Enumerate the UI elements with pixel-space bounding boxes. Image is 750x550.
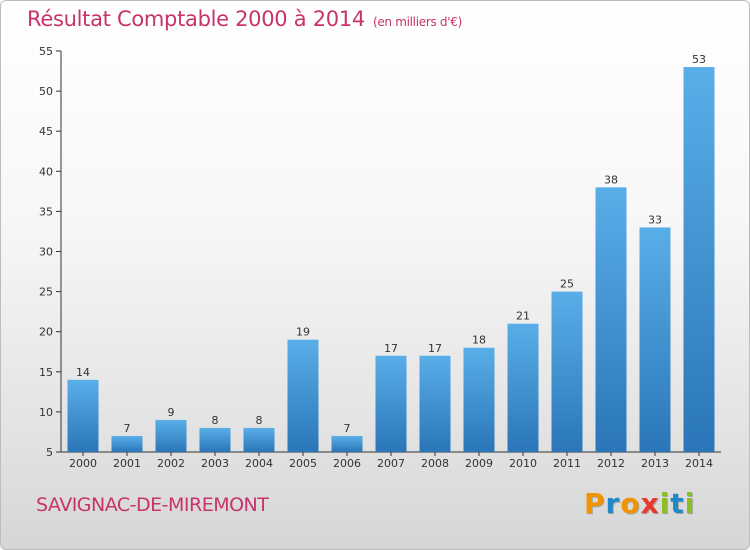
- bar-2011: [551, 291, 583, 452]
- logo-letter: i: [659, 487, 671, 520]
- bar-2005: [287, 339, 319, 452]
- x-tick-label-2008: 2008: [421, 457, 449, 470]
- x-tick-label-2013: 2013: [641, 457, 669, 470]
- value-label-2011: 25: [560, 278, 574, 291]
- logo-letter: t: [670, 487, 685, 520]
- bar-2010: [507, 323, 539, 452]
- bar-2002: [155, 419, 187, 452]
- x-tick-label-2006: 2006: [333, 457, 361, 470]
- logo-letter: o: [620, 487, 641, 520]
- bar-2007: [375, 355, 407, 452]
- y-tick-label: 30: [39, 246, 53, 259]
- x-tick-label-2014: 2014: [685, 457, 713, 470]
- y-tick-label: 15: [39, 366, 53, 379]
- y-tick-label: 10: [39, 406, 53, 419]
- bar-2012: [595, 187, 627, 452]
- bar-2006: [331, 435, 363, 452]
- value-label-2014: 53: [692, 53, 706, 66]
- bar-2014: [683, 67, 715, 452]
- x-tick-label-2005: 2005: [289, 457, 317, 470]
- x-tick-label-2001: 2001: [113, 457, 141, 470]
- x-tick-label-2010: 2010: [509, 457, 537, 470]
- bar-2001: [111, 435, 143, 452]
- value-label-2007: 17: [384, 342, 398, 355]
- x-tick-label-2004: 2004: [245, 457, 273, 470]
- proxiti-logo: Proxiti: [584, 487, 695, 520]
- value-label-2004: 8: [256, 414, 263, 427]
- bar-2004: [243, 427, 275, 452]
- value-label-2000: 14: [76, 366, 90, 379]
- y-tick-label: 5: [46, 446, 53, 459]
- bar-2003: [199, 427, 231, 452]
- bar-2013: [639, 227, 671, 452]
- y-tick-label: 55: [39, 45, 53, 58]
- value-label-2006: 7: [344, 422, 351, 435]
- x-tick-label-2012: 2012: [597, 457, 625, 470]
- value-label-2010: 21: [516, 310, 530, 323]
- value-label-2005: 19: [296, 326, 310, 339]
- commune-name: SAVIGNAC-DE-MIREMONT: [36, 494, 269, 516]
- value-label-2003: 8: [212, 414, 219, 427]
- logo-letter: r: [605, 487, 621, 520]
- y-tick-label: 45: [39, 125, 53, 138]
- x-tick-label-2000: 2000: [69, 457, 97, 470]
- value-label-2013: 33: [648, 213, 662, 226]
- y-tick-label: 50: [39, 85, 53, 98]
- y-tick-label: 20: [39, 326, 53, 339]
- x-tick-label-2007: 2007: [377, 457, 405, 470]
- logo-letter: P: [584, 487, 606, 520]
- chart-title-text: Résultat Comptable 2000 à 2014: [27, 7, 365, 31]
- y-tick-label: 35: [39, 205, 53, 218]
- value-label-2008: 17: [428, 342, 442, 355]
- bar-2009: [463, 347, 495, 452]
- x-tick-label-2009: 2009: [465, 457, 493, 470]
- value-label-2009: 18: [472, 334, 486, 347]
- y-tick-label: 40: [39, 165, 53, 178]
- value-label-2012: 38: [604, 173, 618, 186]
- x-tick-label-2011: 2011: [553, 457, 581, 470]
- bar-2008: [419, 355, 451, 452]
- value-label-2001: 7: [124, 422, 131, 435]
- value-label-2002: 9: [168, 406, 175, 419]
- logo-letter: x: [640, 487, 660, 520]
- chart-subtitle: (en milliers d'€): [372, 15, 462, 29]
- y-tick-label: 25: [39, 286, 53, 299]
- chart-title: Résultat Comptable 2000 à 2014 (en millie…: [27, 7, 462, 31]
- x-tick-label-2003: 2003: [201, 457, 229, 470]
- x-tick-label-2002: 2002: [157, 457, 185, 470]
- logo-letter: i: [684, 487, 696, 520]
- bar-2000: [67, 379, 99, 452]
